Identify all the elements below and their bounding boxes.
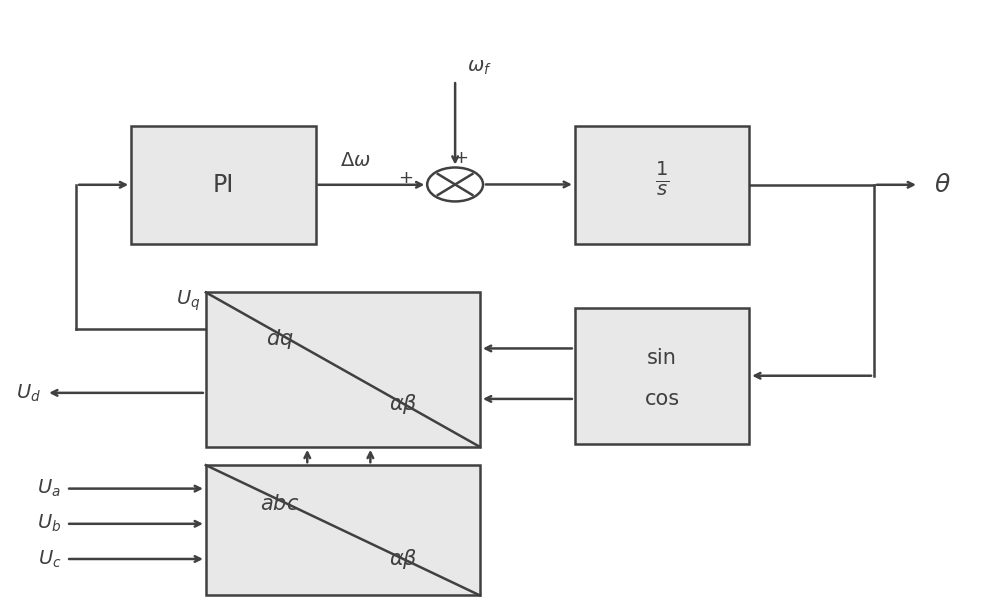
Text: $U_c$: $U_c$ xyxy=(38,548,61,569)
Text: $\theta$: $\theta$ xyxy=(934,173,951,197)
Text: $\frac{1}{s}$: $\frac{1}{s}$ xyxy=(655,160,669,198)
Text: $\omega_f$: $\omega_f$ xyxy=(467,58,492,77)
Bar xyxy=(575,125,749,244)
Text: $abc$: $abc$ xyxy=(260,495,299,514)
Bar xyxy=(575,308,749,444)
Text: +: + xyxy=(454,149,469,167)
Text: $\alpha\beta$: $\alpha\beta$ xyxy=(389,547,417,571)
Bar xyxy=(206,465,480,596)
Text: $U_b$: $U_b$ xyxy=(37,513,61,535)
Text: cos: cos xyxy=(644,389,680,409)
Text: sin: sin xyxy=(647,348,677,368)
Text: $dq$: $dq$ xyxy=(266,327,294,351)
Text: $U_a$: $U_a$ xyxy=(37,478,61,499)
Bar xyxy=(206,292,480,447)
Text: +: + xyxy=(398,169,413,188)
Text: $U_d$: $U_d$ xyxy=(16,382,41,404)
Text: $\Delta\omega$: $\Delta\omega$ xyxy=(340,150,371,170)
Bar xyxy=(131,125,316,244)
Text: $\alpha\beta$: $\alpha\beta$ xyxy=(389,392,417,416)
Text: PI: PI xyxy=(213,173,234,197)
Text: $U_q$: $U_q$ xyxy=(176,289,201,313)
